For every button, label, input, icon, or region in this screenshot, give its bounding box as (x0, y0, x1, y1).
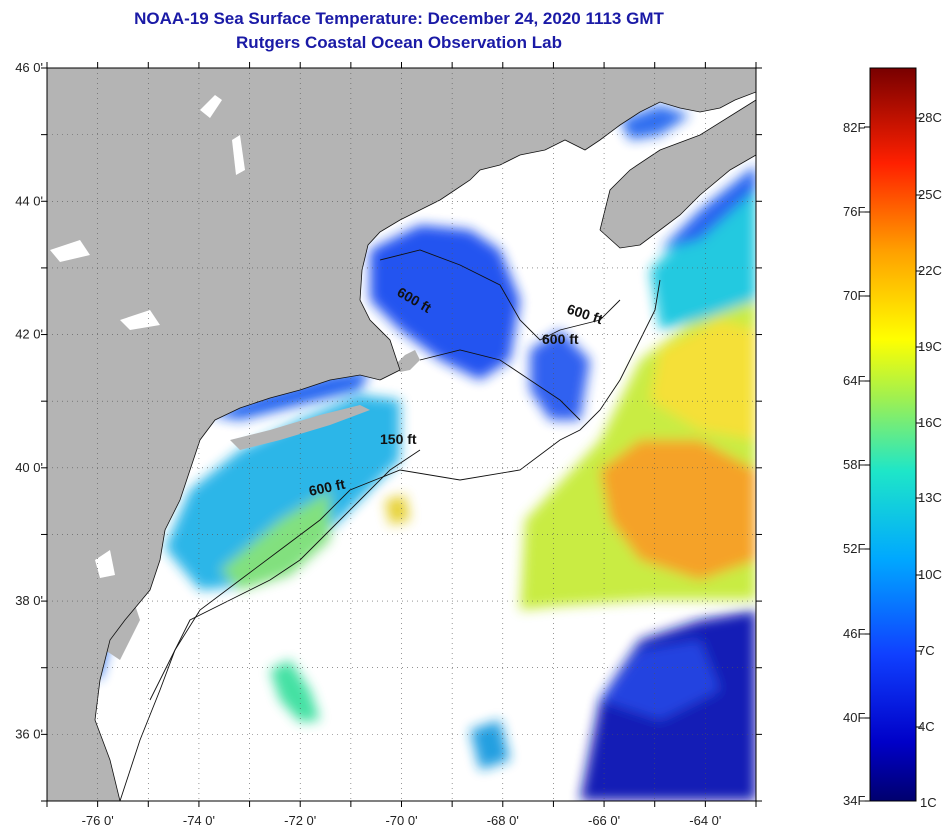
land-nova-scotia (600, 100, 756, 248)
colorbar-c-label: 22C (918, 263, 942, 278)
colorbar-f-label: 58F (843, 457, 866, 472)
lat-label: 38 0' (15, 593, 43, 608)
colorbar-c-label: 25C (918, 187, 942, 202)
sst-small-patch (385, 495, 410, 525)
colorbar-f-label: 52F (843, 541, 866, 556)
colorbar-c-label: 16C (918, 415, 942, 430)
lat-label: 46 0' (15, 60, 43, 75)
lon-label: -70 0' (385, 813, 417, 828)
land-cape-cod (395, 350, 420, 372)
lon-label: -68 0' (487, 813, 519, 828)
colorbar-ticks (864, 117, 922, 802)
bathymetry-contours (119, 249, 661, 801)
colorbar-f-label: 46F (843, 626, 866, 641)
sst-shelf-edge-green (220, 490, 330, 590)
axis-ticks: 46 0' 44 0' 42 0' 40 0' 38 0' 36 0' -76 0' -74 … (15, 60, 762, 828)
map-title: NOAA-19 Sea Surface Temperature: Decembe… (134, 9, 664, 28)
map-subtitle: Rutgers Coastal Ocean Observation Lab (236, 33, 562, 52)
contour-label: 150 ft (380, 431, 417, 447)
sst-offshore-eddy (270, 660, 320, 722)
colorbar-f-label: 34F (843, 793, 866, 808)
sst-long-island-sound (210, 370, 370, 420)
land-mainland (47, 68, 756, 801)
colorbar-f-label: 82F (843, 120, 866, 135)
sst-mid-atlantic-shelf (165, 395, 400, 590)
contour-label: 600 ft (307, 476, 346, 499)
inland-water (50, 95, 245, 578)
colorbar-f-label: 76F (843, 204, 866, 219)
sst-fringe-south (470, 720, 510, 770)
colorbar-f-label: 70F (843, 288, 866, 303)
contour-label: 600 ft (542, 331, 579, 347)
lat-lon-grid (47, 68, 756, 801)
sst-nova-scotia-shelf (530, 330, 590, 420)
colorbar-f-label: 40F (843, 710, 866, 725)
lat-label: 44 0' (15, 193, 43, 208)
colorbar-c-label: 19C (918, 339, 942, 354)
lat-label: 42 0' (15, 327, 43, 342)
colorbar-c-label: 1C (920, 795, 937, 810)
sst-gulf-of-maine (370, 225, 520, 380)
lon-label: -66 0' (588, 813, 620, 828)
contour-150ft-shelf (149, 449, 421, 701)
lon-label: -64 0' (689, 813, 721, 828)
sst-layer (85, 105, 756, 801)
sst-cold-patch (600, 640, 720, 720)
coastline (94, 91, 756, 801)
land-delmarva (105, 590, 140, 660)
colorbar-c-label: 4C (918, 719, 935, 734)
colorbar-f-label: 64F (843, 373, 866, 388)
lon-label: -74 0' (183, 813, 215, 828)
sst-yellow-core (650, 320, 756, 440)
lon-label: -72 0' (284, 813, 316, 828)
sst-orange-gulfstream (600, 440, 756, 580)
land-layer (47, 68, 756, 801)
colorbar-c-label: 7C (918, 643, 935, 658)
lat-label: 40 0' (15, 460, 43, 475)
colorbar-c-label: 10C (918, 567, 942, 582)
contour-georges (419, 349, 581, 421)
lat-label: 36 0' (15, 726, 43, 741)
colorbar-c-label: 28C (918, 110, 942, 125)
sst-blue-east (660, 165, 756, 250)
colorbar (869, 67, 917, 802)
lon-label: -76 0' (82, 813, 114, 828)
contour-gulf-of-maine (379, 249, 621, 341)
colorbar-c-label: 13C (918, 490, 942, 505)
land-long-island (230, 405, 370, 450)
